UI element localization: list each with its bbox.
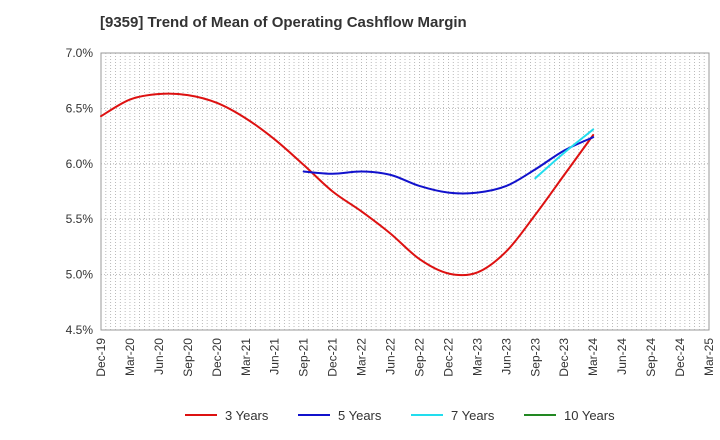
x-tick-label: Jun-20 (152, 338, 166, 375)
x-tick-label: Mar-22 (355, 338, 369, 376)
x-tick-label: Dec-23 (557, 338, 571, 377)
x-tick-label: Dec-21 (326, 338, 340, 377)
legend-label-7-years: 7 Years (451, 408, 495, 423)
legend-label-5-years: 5 Years (338, 408, 382, 423)
x-tick-label: Mar-20 (123, 338, 137, 376)
y-tick-label: 7.0% (66, 46, 94, 60)
x-tick-label: Dec-24 (673, 338, 687, 377)
x-tick-label: Sep-21 (297, 338, 311, 377)
x-tick-label: Mar-23 (470, 338, 484, 376)
x-tick-label: Dec-19 (94, 338, 108, 377)
x-tick-label: Dec-20 (210, 338, 224, 377)
x-tick-label: Sep-23 (528, 338, 542, 377)
x-tick-label: Jun-22 (384, 338, 398, 375)
x-tick-label: Sep-22 (412, 338, 426, 377)
y-tick-label: 4.5% (66, 323, 94, 337)
legend-label-3-years: 3 Years (225, 408, 269, 423)
x-tick-label: Sep-20 (181, 338, 195, 377)
series-line-3-years (100, 92, 595, 277)
x-tick-label: Mar-21 (239, 338, 253, 376)
x-tick-label: Jun-24 (615, 338, 629, 375)
y-tick-label: 6.5% (66, 101, 94, 115)
y-tick-label: 5.0% (66, 268, 94, 282)
legend-label-10-years: 10 Years (564, 408, 615, 423)
series-line-7-years (534, 128, 595, 180)
chart-title: [9359] Trend of Mean of Operating Cashfl… (100, 14, 467, 31)
x-tick-label: Jun-23 (499, 338, 513, 375)
x-tick-label: Jun-21 (268, 338, 282, 375)
x-tick-label: Dec-22 (441, 338, 455, 377)
x-tick-label: Mar-25 (702, 338, 716, 376)
series-line-5-years (302, 136, 595, 195)
x-tick-label: Mar-24 (586, 338, 600, 376)
x-tick-label: Sep-24 (644, 338, 658, 377)
y-tick-label: 5.5% (66, 212, 94, 226)
y-tick-label: 6.0% (66, 157, 94, 171)
